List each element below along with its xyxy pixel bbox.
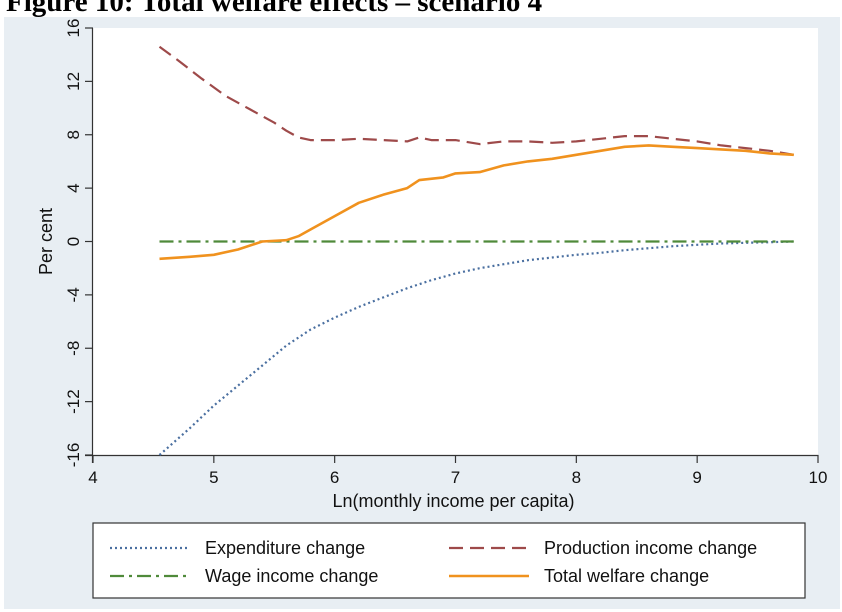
x-tick-label: 9 xyxy=(692,468,701,487)
y-tick-label: 8 xyxy=(64,130,83,139)
series-line-1 xyxy=(158,45,794,156)
figure-title: Figure 10: Total welfare effects – scena… xyxy=(6,0,543,18)
y-tick-label: -16 xyxy=(64,443,83,468)
legend-label-3: Total welfare change xyxy=(544,566,709,586)
y-tick-label: 16 xyxy=(64,19,83,38)
legend-label-2: Wage income change xyxy=(205,566,378,586)
y-tick-label: -12 xyxy=(64,389,83,414)
x-tick-label: 4 xyxy=(88,468,97,487)
x-tick-label: 7 xyxy=(451,468,460,487)
y-tick-label: -4 xyxy=(64,287,83,302)
series-line-3 xyxy=(159,144,794,261)
series-line-0 xyxy=(158,240,794,456)
y-axis-title: Per cent xyxy=(36,208,56,275)
legend-label-1: Production income change xyxy=(544,538,757,558)
x-tick-label: 6 xyxy=(330,468,339,487)
y-tick-label: 12 xyxy=(64,72,83,91)
x-tick-label: 10 xyxy=(809,468,828,487)
y-tick-label: 4 xyxy=(64,183,83,192)
x-axis-title: Ln(monthly income per capita) xyxy=(332,491,574,511)
y-tick-label: 0 xyxy=(64,237,83,246)
x-tick-label: 5 xyxy=(209,468,218,487)
x-tick-label: 8 xyxy=(572,468,581,487)
y-tick-label: -8 xyxy=(64,341,83,356)
legend-label-0: Expenditure change xyxy=(205,538,365,558)
legend-box xyxy=(92,522,806,599)
